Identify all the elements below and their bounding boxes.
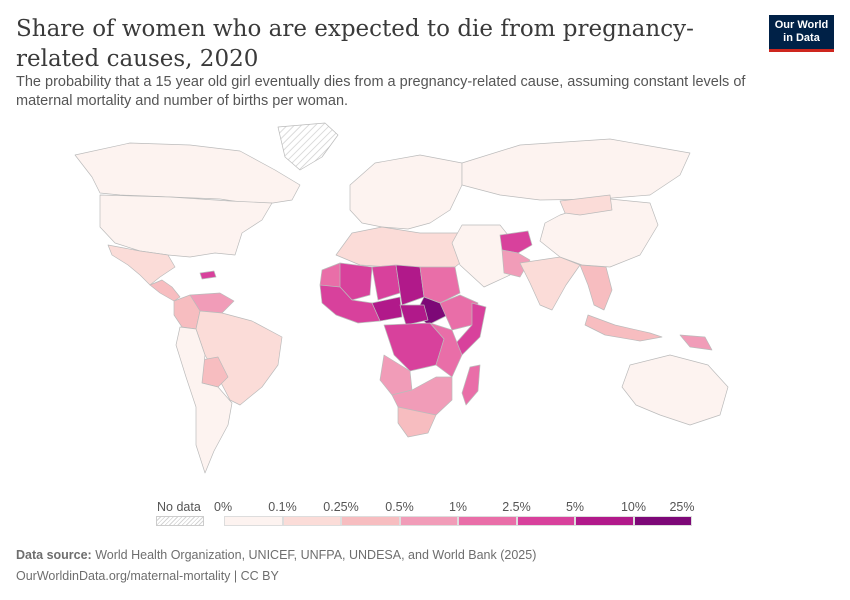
region-india[interactable] (519, 256, 581, 311)
chart-subtitle: The probability that a 15 year old girl … (16, 74, 746, 109)
legend-tick-label-0: 0% (214, 500, 233, 514)
data-source-label: Data source: (16, 548, 92, 562)
legend-bin-7[interactable] (633, 516, 692, 526)
legend-tick-label-5: 2.5% (502, 500, 531, 514)
region-sudan[interactable] (419, 266, 461, 304)
region-indonesia[interactable] (584, 314, 663, 342)
region-canada[interactable] (74, 142, 301, 206)
region-niger[interactable] (371, 264, 401, 301)
legend-no-data-swatch (156, 516, 204, 526)
legend-tick-label-7: 10% (620, 500, 647, 514)
region-mexico[interactable] (107, 244, 176, 286)
region-australia[interactable] (621, 354, 729, 426)
region-europe[interactable] (349, 154, 463, 230)
legend-tick-label-6: 5% (565, 500, 585, 514)
region-mongolia[interactable] (559, 194, 613, 216)
legend-tick-label-4: 1% (448, 500, 468, 514)
region-greenland[interactable] (277, 122, 339, 171)
legend-tick-label-1: 0.1% (268, 500, 297, 514)
footer-link[interactable]: OurWorldinData.org/maternal-mortality | … (16, 569, 279, 583)
logo-line-1: Our World (774, 19, 829, 31)
region-russia[interactable] (461, 138, 691, 201)
region-mali[interactable] (339, 262, 373, 301)
map-legend: No data 0% 0.1% 0.25% 0.5% 1% 2.5% 5% 10% 25% (0, 495, 850, 535)
legend-bin-0[interactable] (224, 516, 283, 526)
owid-logo[interactable]: Our World in Data (769, 15, 834, 52)
region-papua-new-guinea[interactable] (679, 334, 713, 351)
region-central-african-republic[interactable] (399, 304, 429, 326)
region-afghanistan[interactable] (499, 230, 533, 254)
legend-bin-5[interactable] (516, 516, 575, 526)
region-united-states[interactable] (99, 194, 273, 258)
legend-bin-1[interactable] (282, 516, 341, 526)
legend-bin-6[interactable] (575, 516, 634, 526)
region-china[interactable] (539, 198, 659, 268)
region-west-africa[interactable] (319, 284, 381, 324)
region-haiti[interactable] (199, 270, 217, 280)
data-source: Data source: World Health Organization, … (16, 548, 536, 562)
logo-line-2: in Data (783, 32, 820, 44)
legend-bin-3[interactable] (399, 516, 458, 526)
legend-no-data-label: No data (157, 500, 201, 514)
region-southern-cone[interactable] (175, 326, 233, 474)
legend-tick-label-end: 25% (669, 500, 695, 514)
region-madagascar[interactable] (461, 364, 481, 406)
region-north-africa[interactable] (335, 226, 471, 271)
region-southeast-asia[interactable] (579, 264, 613, 311)
legend-bin-4[interactable] (458, 516, 517, 526)
legend-tick-label-2: 0.25% (323, 500, 359, 514)
chart-title: Share of women who are expected to die f… (16, 16, 694, 72)
data-source-text[interactable]: World Health Organization, UNICEF, UNFPA… (95, 548, 537, 562)
region-central-america[interactable] (149, 279, 181, 302)
legend-tick-label-3: 0.5% (385, 500, 414, 514)
legend-bin-2[interactable] (341, 516, 400, 526)
region-south-africa[interactable] (397, 406, 437, 438)
world-map (74, 122, 729, 474)
